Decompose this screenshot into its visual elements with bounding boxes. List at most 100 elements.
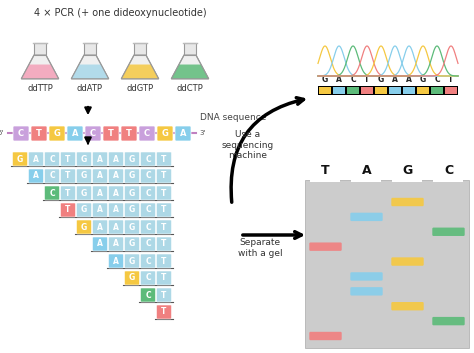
Text: A: A xyxy=(97,155,103,163)
FancyBboxPatch shape xyxy=(156,254,172,268)
FancyBboxPatch shape xyxy=(109,186,124,200)
Polygon shape xyxy=(171,55,209,79)
Polygon shape xyxy=(71,65,109,79)
FancyBboxPatch shape xyxy=(140,254,155,268)
FancyBboxPatch shape xyxy=(76,186,91,200)
FancyBboxPatch shape xyxy=(76,220,91,234)
Text: C: C xyxy=(145,291,151,299)
FancyBboxPatch shape xyxy=(85,126,101,141)
FancyBboxPatch shape xyxy=(350,213,383,221)
FancyBboxPatch shape xyxy=(392,302,424,310)
FancyBboxPatch shape xyxy=(310,243,342,251)
Bar xyxy=(403,87,415,94)
FancyBboxPatch shape xyxy=(140,152,155,166)
Polygon shape xyxy=(184,43,196,55)
Bar xyxy=(361,87,373,94)
FancyBboxPatch shape xyxy=(92,186,108,200)
FancyBboxPatch shape xyxy=(67,126,83,141)
Text: T: T xyxy=(36,129,42,138)
Polygon shape xyxy=(21,55,59,79)
Text: G: G xyxy=(81,172,87,180)
Bar xyxy=(431,87,443,94)
Bar xyxy=(389,87,401,94)
FancyBboxPatch shape xyxy=(432,317,465,325)
Bar xyxy=(417,87,429,94)
Bar xyxy=(319,87,331,94)
Polygon shape xyxy=(21,65,59,79)
Text: C: C xyxy=(434,75,440,84)
FancyBboxPatch shape xyxy=(45,152,60,166)
Text: G: G xyxy=(81,222,87,232)
Text: ddATP: ddATP xyxy=(77,84,103,93)
FancyBboxPatch shape xyxy=(31,126,47,141)
Text: G: G xyxy=(162,129,168,138)
FancyBboxPatch shape xyxy=(140,203,155,217)
Bar xyxy=(310,162,340,182)
Polygon shape xyxy=(171,65,209,79)
Text: T: T xyxy=(161,307,167,317)
Text: T: T xyxy=(161,291,167,299)
Text: G: G xyxy=(129,222,135,232)
FancyBboxPatch shape xyxy=(61,203,75,217)
Text: ddGTP: ddGTP xyxy=(127,84,154,93)
Text: G: G xyxy=(81,155,87,163)
FancyBboxPatch shape xyxy=(140,237,155,251)
FancyBboxPatch shape xyxy=(140,220,155,234)
FancyBboxPatch shape xyxy=(109,254,124,268)
Text: T: T xyxy=(448,75,454,84)
Text: A: A xyxy=(33,155,39,163)
Text: C: C xyxy=(145,274,151,282)
Text: C: C xyxy=(90,129,96,138)
FancyBboxPatch shape xyxy=(49,126,65,141)
Text: C: C xyxy=(49,189,55,197)
Text: G: G xyxy=(378,75,384,84)
Text: A: A xyxy=(72,129,78,138)
FancyBboxPatch shape xyxy=(156,288,172,302)
FancyBboxPatch shape xyxy=(61,186,75,200)
FancyBboxPatch shape xyxy=(125,237,139,251)
Text: G: G xyxy=(54,129,61,138)
Text: A: A xyxy=(406,75,412,84)
FancyBboxPatch shape xyxy=(140,186,155,200)
FancyBboxPatch shape xyxy=(392,257,424,266)
Text: ddCTP: ddCTP xyxy=(177,84,203,93)
Text: C: C xyxy=(18,129,24,138)
Text: T: T xyxy=(65,172,71,180)
Text: T: T xyxy=(65,189,71,197)
FancyBboxPatch shape xyxy=(109,220,124,234)
FancyBboxPatch shape xyxy=(76,169,91,183)
Polygon shape xyxy=(121,55,159,79)
Text: T: T xyxy=(321,163,330,176)
Text: C: C xyxy=(49,155,55,163)
Text: G: G xyxy=(81,205,87,215)
Text: A: A xyxy=(33,172,39,180)
Text: C: C xyxy=(144,129,150,138)
Text: T: T xyxy=(161,239,167,249)
FancyBboxPatch shape xyxy=(109,152,124,166)
FancyBboxPatch shape xyxy=(156,203,172,217)
FancyBboxPatch shape xyxy=(125,152,139,166)
Text: C: C xyxy=(145,172,151,180)
Bar xyxy=(392,162,422,182)
Text: A: A xyxy=(113,205,119,215)
Text: C: C xyxy=(145,155,151,163)
Text: DNA sequence: DNA sequence xyxy=(200,114,266,122)
Text: C: C xyxy=(145,222,151,232)
Text: A: A xyxy=(97,239,103,249)
Text: Separate
with a gel: Separate with a gel xyxy=(237,238,283,258)
Text: 5': 5' xyxy=(0,130,4,136)
Bar xyxy=(333,87,345,94)
Text: A: A xyxy=(113,189,119,197)
Text: G: G xyxy=(129,172,135,180)
Bar xyxy=(347,87,359,94)
FancyBboxPatch shape xyxy=(109,203,124,217)
FancyBboxPatch shape xyxy=(310,332,342,340)
FancyBboxPatch shape xyxy=(109,169,124,183)
Bar xyxy=(352,162,382,182)
FancyBboxPatch shape xyxy=(76,152,91,166)
FancyBboxPatch shape xyxy=(156,186,172,200)
Text: C: C xyxy=(350,75,356,84)
Polygon shape xyxy=(71,55,109,79)
Polygon shape xyxy=(121,65,159,79)
FancyBboxPatch shape xyxy=(76,203,91,217)
